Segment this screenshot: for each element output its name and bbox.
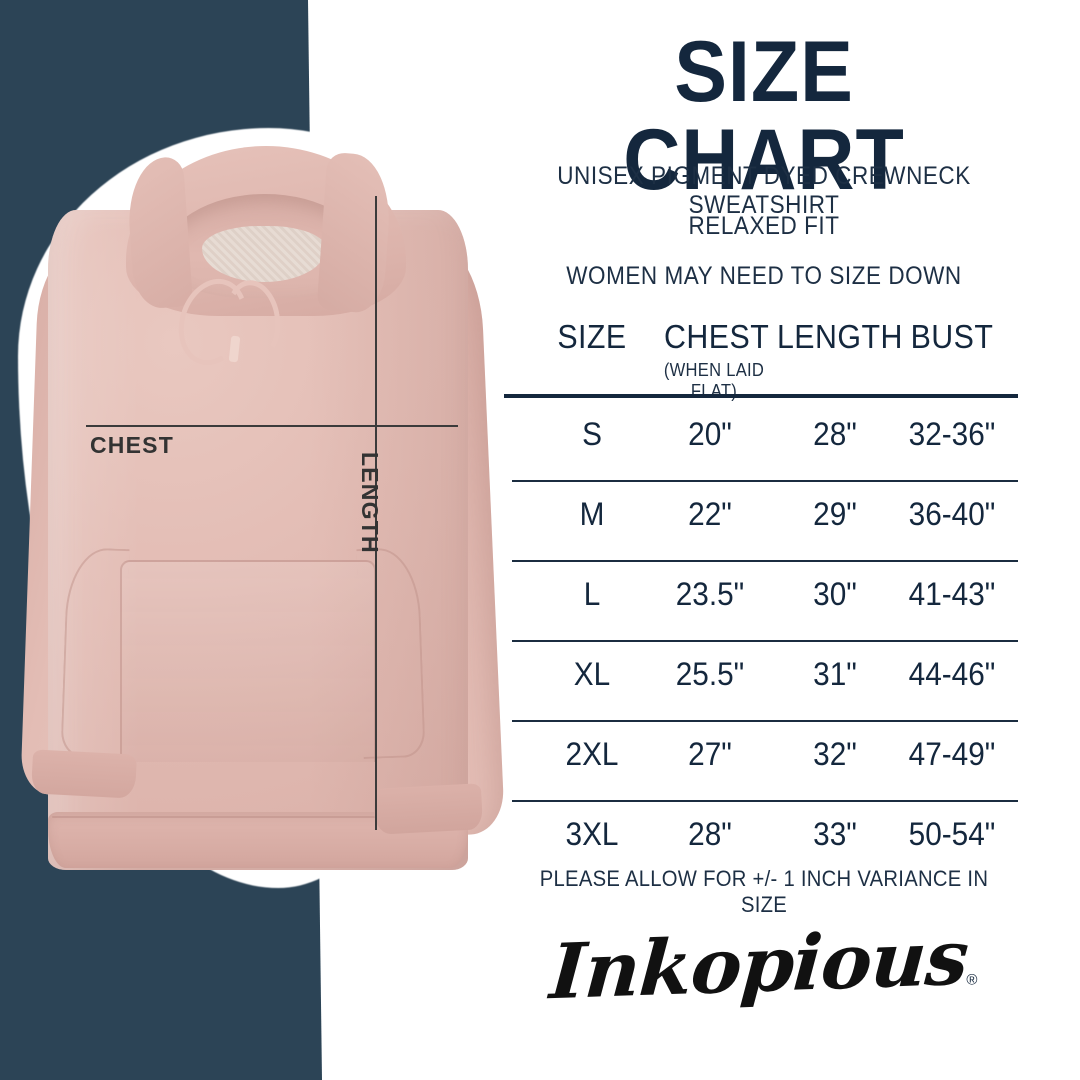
cell-bust: 47-49"	[908, 736, 996, 772]
chest-measure-label: CHEST	[90, 432, 174, 458]
variance-footnote: PLEASE ALLOW FOR +/- 1 INCH VARIANCE IN …	[539, 866, 989, 917]
cuff-right	[372, 783, 484, 835]
row-divider	[512, 800, 1018, 802]
table-row: M 22" 29" 36-40"	[504, 482, 1024, 562]
cell-bust: 44-46"	[908, 656, 996, 692]
cell-chest: 23.5"	[675, 576, 745, 612]
page-title: SIZE CHART	[623, 24, 905, 208]
table-row: XL 25.5" 31" 44-46"	[504, 642, 1024, 722]
cell-length: 31"	[813, 656, 857, 692]
cell-size: XL	[573, 656, 611, 692]
cell-bust: 50-54"	[908, 816, 996, 852]
cuff-left	[30, 749, 138, 799]
cell-size: L	[583, 576, 601, 612]
chart-content: SIZE CHART UNISEX PIGMENT DYED CREWNECK …	[504, 0, 1024, 1080]
brand-logo: Inkopious®	[504, 913, 1024, 1040]
column-header-bust: BUST	[910, 318, 994, 355]
chest-measure-line	[86, 425, 458, 427]
cell-size: M	[579, 496, 605, 532]
kangaroo-pocket	[120, 560, 376, 762]
column-header-length: LENGTH	[776, 318, 903, 355]
column-header-size: SIZE	[557, 318, 627, 355]
hem-seam	[52, 816, 464, 818]
subtitle-product: UNISEX PIGMENT DYED CREWNECK SWEATSHIRT	[557, 162, 971, 219]
cell-chest: 22"	[688, 496, 732, 532]
subtitle-fit: RELAXED FIT	[688, 212, 840, 240]
table-header-row: SIZE CHEST LENGTH BUST (WHEN LAID FLAT)	[504, 318, 1024, 401]
cell-length: 33"	[813, 816, 857, 852]
row-divider	[512, 640, 1018, 642]
size-table: SIZE CHEST LENGTH BUST (WHEN LAID FLAT) …	[504, 318, 1024, 852]
table-row: 2XL 27" 32" 47-49"	[504, 722, 1024, 802]
row-divider	[512, 720, 1018, 722]
cell-size: S	[582, 416, 602, 452]
cell-length: 28"	[813, 416, 857, 452]
cell-chest: 20"	[688, 416, 732, 452]
cell-bust: 41-43"	[908, 576, 996, 612]
row-divider	[512, 480, 1018, 482]
table-row: S 20" 28" 32-36"	[504, 402, 1024, 482]
cell-bust: 36-40"	[908, 496, 996, 532]
cell-chest: 27"	[688, 736, 732, 772]
registered-trademark-icon: ®	[966, 971, 978, 989]
sweatshirt-illustration	[20, 140, 506, 870]
brand-name: Inkopious	[546, 912, 971, 1017]
cell-chest: 28"	[688, 816, 732, 852]
subtitle-sizing-advice: WOMEN MAY NEED TO SIZE DOWN	[566, 262, 962, 290]
cell-size: 3XL	[565, 816, 619, 852]
table-row: 3XL 28" 33" 50-54"	[504, 802, 1024, 882]
hood-lining	[202, 226, 326, 282]
length-measure-label: LENGTH	[357, 452, 383, 554]
cell-size: 2XL	[565, 736, 619, 772]
column-header-chest: CHEST	[664, 318, 770, 355]
product-photo: CHEST LENGTH	[0, 0, 520, 1080]
table-row: L 23.5" 30" 41-43"	[504, 562, 1024, 642]
length-measure-line	[375, 196, 377, 830]
cell-length: 30"	[813, 576, 857, 612]
cell-chest: 25.5"	[675, 656, 745, 692]
row-divider	[512, 560, 1018, 562]
table-header-rule	[504, 394, 1018, 398]
cell-length: 32"	[813, 736, 857, 772]
cell-length: 29"	[813, 496, 857, 532]
table-body: S 20" 28" 32-36" M 22" 29" 36-40" L 23.5…	[504, 402, 1024, 882]
cell-bust: 32-36"	[908, 416, 996, 452]
